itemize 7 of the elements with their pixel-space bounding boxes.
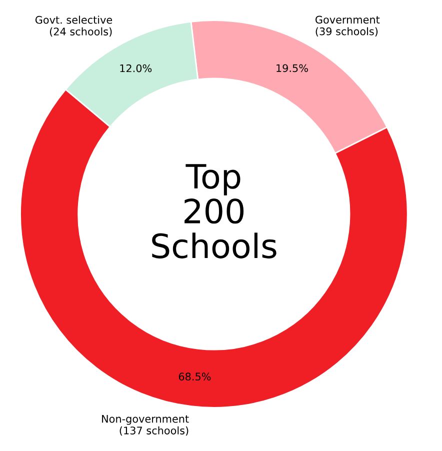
data-label: 68.5% xyxy=(178,372,211,381)
data-label: 12.0% xyxy=(120,64,152,72)
text: Top 200 Schools xyxy=(152,164,276,258)
slice-label: Government (39 schools) xyxy=(316,16,380,36)
slice-label: Non-government (137 schools) xyxy=(102,415,189,436)
slice-label: Govt. selective (24 schools) xyxy=(35,16,112,37)
data-label: 19.5% xyxy=(276,64,308,72)
